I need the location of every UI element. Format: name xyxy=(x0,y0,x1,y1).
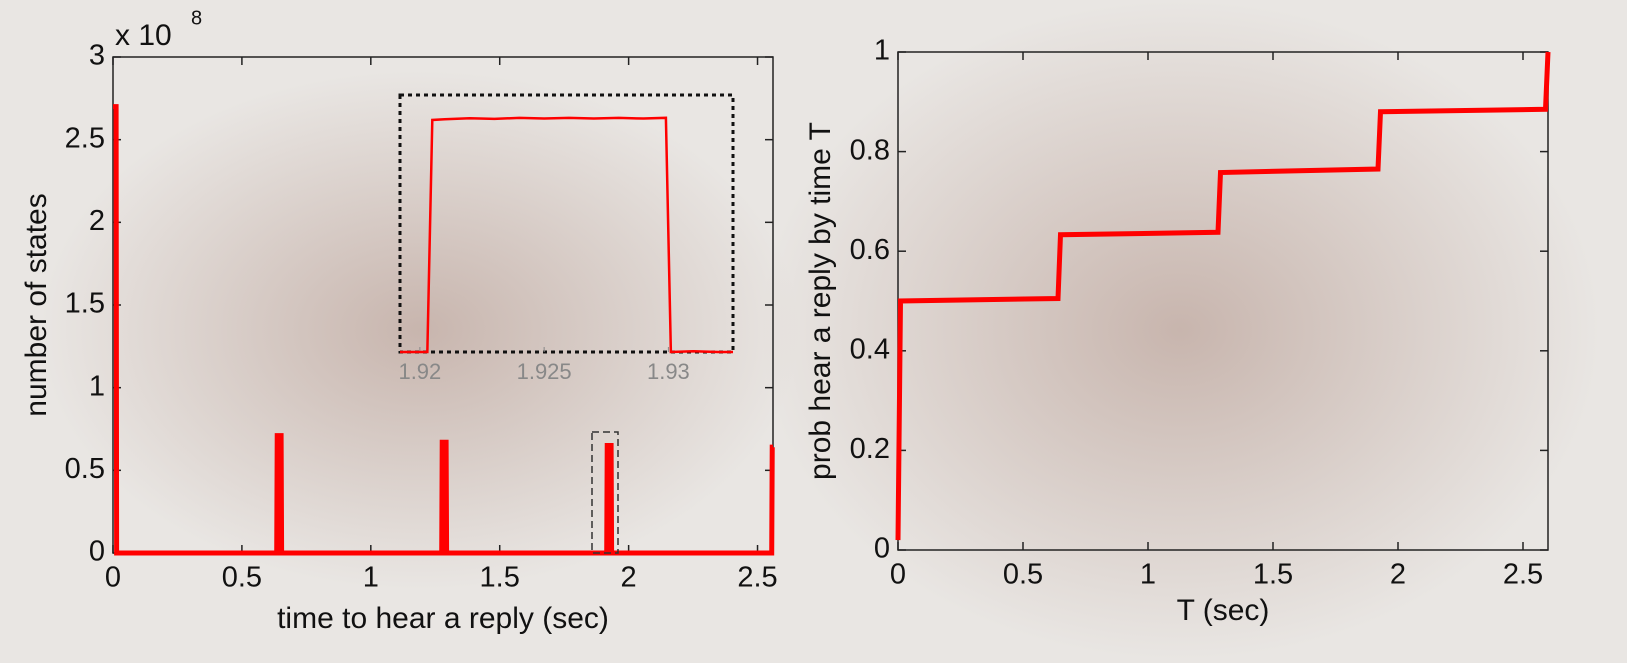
x-tick-label: 1 xyxy=(1140,559,1156,591)
y-tick-label: 3 xyxy=(89,40,105,72)
x-axis-label: T (sec) xyxy=(1177,594,1270,627)
background-blur xyxy=(40,70,800,590)
y-tick-label: 0.4 xyxy=(850,333,890,365)
y-tick-label: 0.5 xyxy=(65,453,105,485)
y-tick-label: 1 xyxy=(874,35,890,67)
x-tick-label: 0 xyxy=(890,559,906,591)
x-tick-label: 2 xyxy=(621,562,637,594)
x-tick-label: 1.5 xyxy=(1253,559,1293,591)
y-axis-label: prob hear a reply by time T xyxy=(804,122,837,480)
y-multiplier: x 10 xyxy=(115,19,172,52)
y-tick-label: 2.5 xyxy=(65,122,105,154)
y-tick-label: 0.2 xyxy=(850,433,890,465)
x-tick-label: 2.5 xyxy=(1503,559,1543,591)
y-tick-label: 1 xyxy=(89,370,105,402)
inset-x-tick-label: 1.925 xyxy=(517,359,572,384)
y-axis-label: number of states xyxy=(20,193,53,416)
x-tick-label: 0.5 xyxy=(1003,559,1043,591)
x-tick-label: 0 xyxy=(105,562,121,594)
y-multiplier-exponent: 8 xyxy=(191,7,202,29)
x-tick-label: 2 xyxy=(1390,559,1406,591)
x-tick-label: 0.5 xyxy=(222,562,262,594)
page: {"chart_data": [ {"type": "line", "xlabe… xyxy=(0,0,1627,663)
y-tick-label: 0 xyxy=(89,536,105,568)
inset-x-tick-label: 1.93 xyxy=(647,359,690,384)
y-tick-label: 0.6 xyxy=(850,234,890,266)
x-axis-label: time to hear a reply (sec) xyxy=(277,602,609,635)
chart: 0 0.5 1 1.5 2 2.5 0 0.5 1 1.5 2 2.5 3 time to hear a … xyxy=(0,0,1627,663)
y-tick-label: 2 xyxy=(89,205,105,237)
y-tick-label: 0 xyxy=(874,533,890,565)
x-tick-label: 1 xyxy=(363,562,379,594)
x-tick-label: 1.5 xyxy=(480,562,520,594)
x-tick-label: 2.5 xyxy=(737,562,777,594)
y-tick-label: 0.8 xyxy=(850,134,890,166)
y-tick-label: 1.5 xyxy=(65,288,105,320)
inset-x-tick-label: 1.92 xyxy=(398,359,441,384)
